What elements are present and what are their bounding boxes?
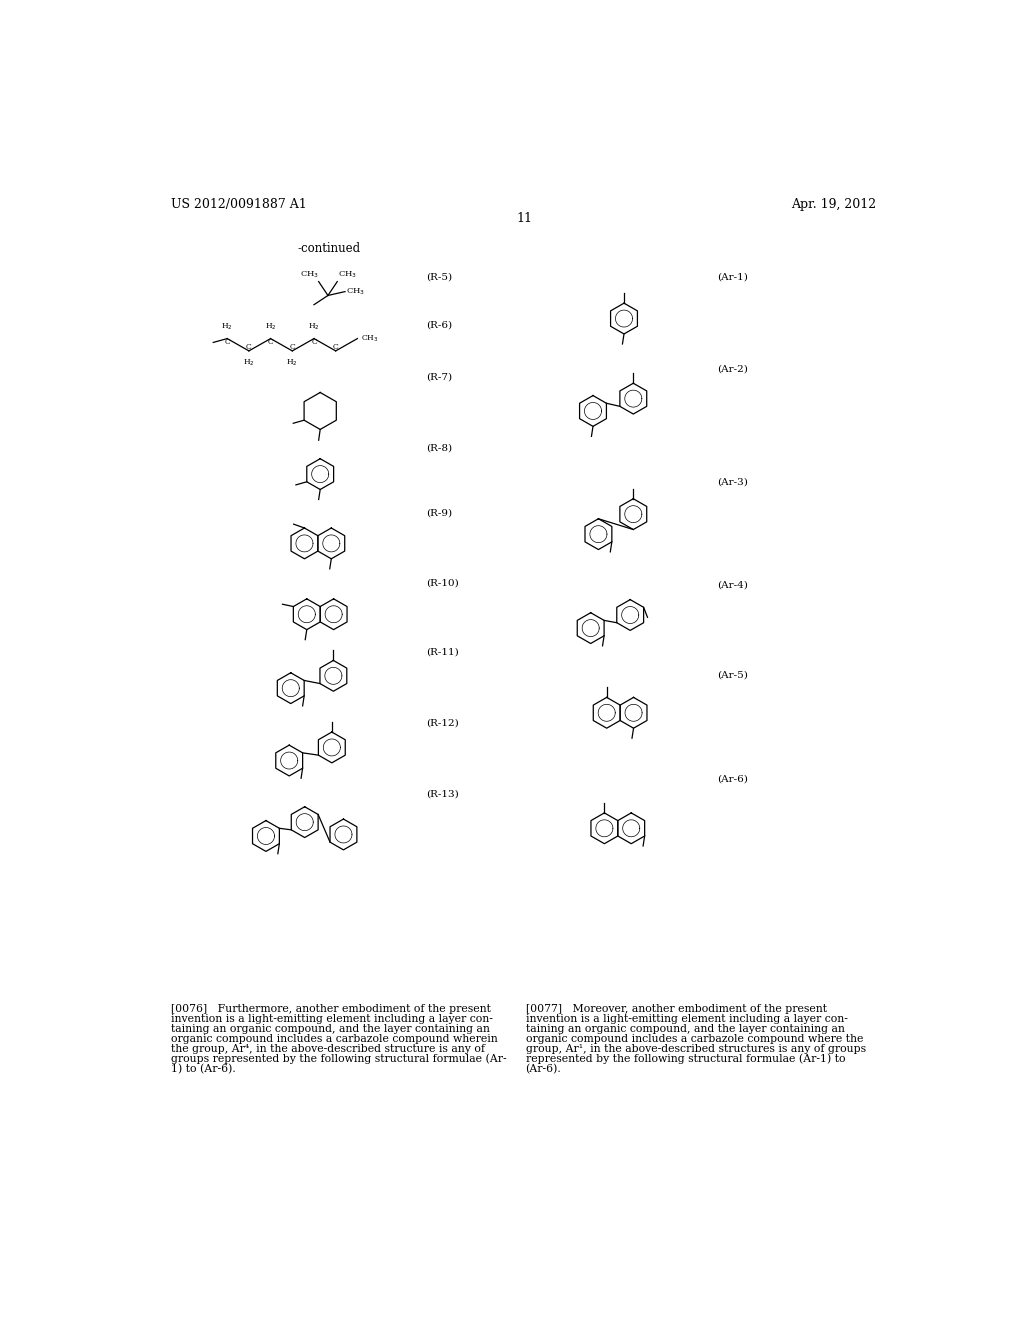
Text: (R-12): (R-12) — [426, 719, 459, 727]
Text: organic compound includes a carbazole compound wherein: organic compound includes a carbazole co… — [171, 1034, 498, 1044]
Text: C: C — [246, 343, 252, 351]
Text: CH$_3$: CH$_3$ — [346, 286, 365, 297]
Text: -continued: -continued — [298, 242, 361, 255]
Text: C: C — [267, 338, 273, 346]
Text: groups represented by the following structural formulae (Ar-: groups represented by the following stru… — [171, 1053, 506, 1064]
Text: C: C — [224, 338, 230, 346]
Text: (R-8): (R-8) — [426, 444, 453, 453]
Text: H$_2$: H$_2$ — [221, 321, 233, 331]
Text: CH$_3$: CH$_3$ — [361, 334, 379, 343]
Text: (R-9): (R-9) — [426, 508, 453, 517]
Text: (Ar-4): (Ar-4) — [717, 581, 748, 589]
Text: 11: 11 — [517, 213, 532, 226]
Text: H$_2$: H$_2$ — [243, 358, 255, 368]
Text: invention is a light-emitting element including a layer con-: invention is a light-emitting element in… — [525, 1014, 848, 1024]
Text: H$_2$: H$_2$ — [287, 358, 298, 368]
Text: (R-5): (R-5) — [426, 272, 453, 281]
Text: US 2012/0091887 A1: US 2012/0091887 A1 — [171, 198, 306, 211]
Text: (R-7): (R-7) — [426, 372, 453, 381]
Text: Apr. 19, 2012: Apr. 19, 2012 — [791, 198, 876, 211]
Text: (Ar-3): (Ar-3) — [717, 478, 748, 487]
Text: group, Ar¹, in the above-described structures is any of groups: group, Ar¹, in the above-described struc… — [525, 1044, 865, 1053]
Text: CH$_3$: CH$_3$ — [300, 269, 318, 280]
Text: C: C — [290, 343, 295, 351]
Text: H$_2$: H$_2$ — [265, 321, 276, 331]
Text: (Ar-2): (Ar-2) — [717, 364, 748, 374]
Text: [0076]   Furthermore, another embodiment of the present: [0076] Furthermore, another embodiment o… — [171, 1003, 490, 1014]
Text: invention is a light-emitting element including a layer con-: invention is a light-emitting element in… — [171, 1014, 493, 1024]
Text: organic compound includes a carbazole compound where the: organic compound includes a carbazole co… — [525, 1034, 863, 1044]
Text: (Ar-6).: (Ar-6). — [525, 1064, 561, 1074]
Text: 1) to (Ar-6).: 1) to (Ar-6). — [171, 1064, 236, 1074]
Text: C: C — [333, 343, 339, 351]
Text: (Ar-6): (Ar-6) — [717, 775, 748, 783]
Text: (Ar-1): (Ar-1) — [717, 272, 748, 281]
Text: (Ar-5): (Ar-5) — [717, 671, 748, 680]
Text: [0077]   Moreover, another embodiment of the present: [0077] Moreover, another embodiment of t… — [525, 1003, 826, 1014]
Text: taining an organic compound, and the layer containing an: taining an organic compound, and the lay… — [171, 1024, 489, 1034]
Text: CH$_3$: CH$_3$ — [338, 269, 357, 280]
Text: (R-10): (R-10) — [426, 578, 459, 587]
Text: C: C — [311, 338, 316, 346]
Text: (R-11): (R-11) — [426, 647, 459, 656]
Text: (R-6): (R-6) — [426, 321, 453, 329]
Text: the group, Ar⁴, in the above-described structure is any of: the group, Ar⁴, in the above-described s… — [171, 1044, 484, 1053]
Text: taining an organic compound, and the layer containing an: taining an organic compound, and the lay… — [525, 1024, 845, 1034]
Text: represented by the following structural formulae (Ar-1) to: represented by the following structural … — [525, 1053, 845, 1064]
Text: (R-13): (R-13) — [426, 789, 459, 799]
Text: H$_2$: H$_2$ — [308, 321, 319, 331]
